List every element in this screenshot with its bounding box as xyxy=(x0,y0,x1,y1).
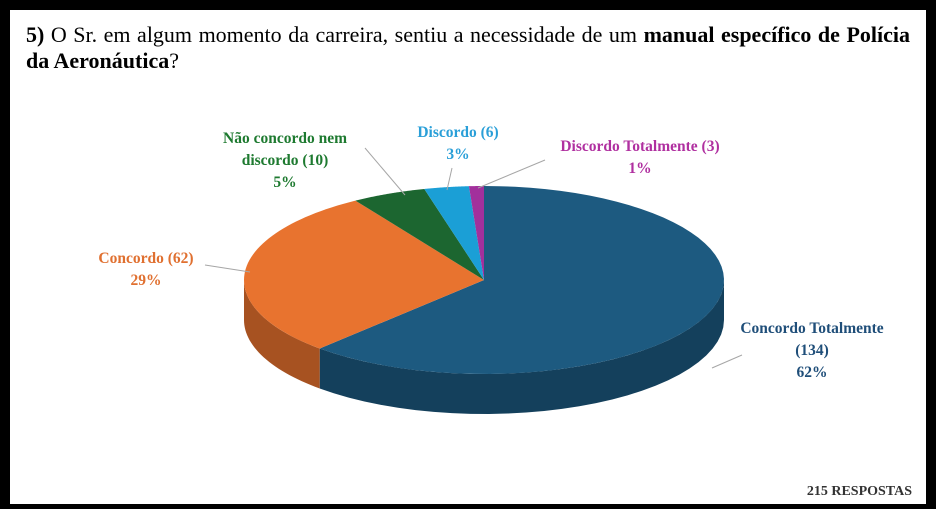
title-bold: manual específico de Polícia da Aeronáut… xyxy=(26,22,910,73)
slice xyxy=(244,200,484,349)
value-label: 3% xyxy=(446,146,470,163)
value-label: 62% xyxy=(796,364,828,381)
frame: 5) O Sr. em algum momento da carreira, s… xyxy=(10,10,926,504)
slice-side xyxy=(319,280,724,414)
category-label: Discordo Totalmente (3) xyxy=(560,138,720,155)
title-text: O Sr. em algum momento da carreira, sent… xyxy=(44,22,644,47)
leader-line xyxy=(711,354,743,369)
slice-label: Concordo Totalmente (134) 62% xyxy=(737,318,887,384)
slice-label: Concordo (62) 29% xyxy=(46,248,246,292)
slice-label: Não concordo nem discordo (10) 5% xyxy=(200,128,370,194)
value-label: 29% xyxy=(130,272,162,289)
title-end: ? xyxy=(169,48,179,73)
title-number: 5) xyxy=(26,22,45,47)
leader-line xyxy=(477,159,546,189)
slice xyxy=(355,188,484,280)
footnote: 215 RESPOSTAS xyxy=(806,484,912,499)
category-label: Discordo (6) xyxy=(417,124,499,141)
value-label: 5% xyxy=(273,174,297,191)
chart-title: 5) O Sr. em algum momento da carreira, s… xyxy=(26,22,910,74)
slice-label: Discordo Totalmente (3) 1% xyxy=(530,136,750,180)
leader-line xyxy=(446,167,453,191)
slice-side xyxy=(244,280,320,389)
category-label: Não concordo nem discordo (10) xyxy=(223,130,347,169)
value-label: 1% xyxy=(628,160,652,177)
slice xyxy=(424,186,484,280)
slice xyxy=(468,186,484,280)
leader-line xyxy=(364,147,406,196)
leader-line xyxy=(204,264,251,273)
category-label: Concordo (62) xyxy=(98,250,194,267)
slice xyxy=(319,186,724,374)
slice-label: Discordo (6) 3% xyxy=(398,122,518,166)
category-label: Concordo Totalmente (134) xyxy=(740,320,884,359)
